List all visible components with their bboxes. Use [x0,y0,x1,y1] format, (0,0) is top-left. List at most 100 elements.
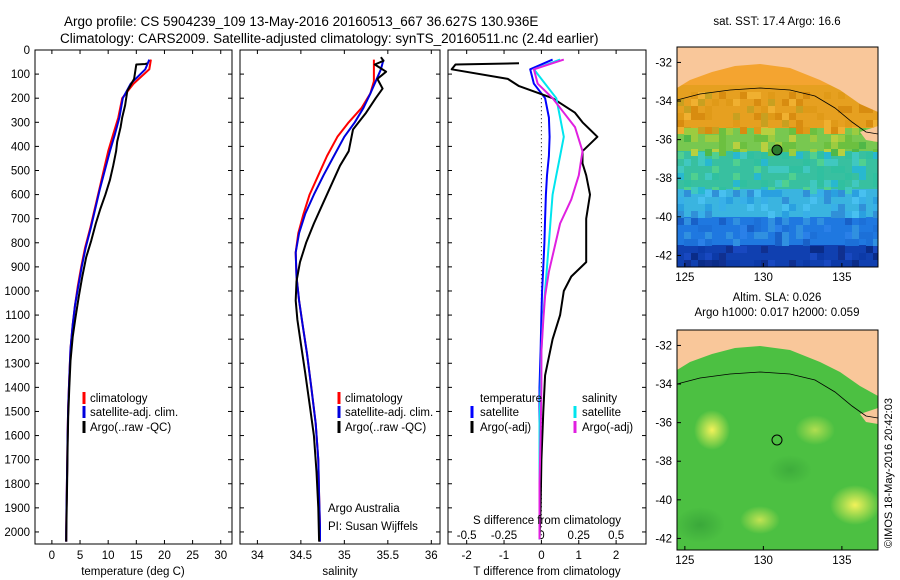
map-y-tick-label: -32 [655,340,672,352]
sst-pixel [789,92,796,99]
sst-map: sat. SST: 17.4 Argo: 16.6 125 130 135 -32 -3… [655,16,879,284]
sst-pixel [838,127,845,134]
sst-pixel [831,120,838,127]
sst-pixel [810,128,817,135]
sst-pixel [691,173,698,180]
sst-pixel [684,232,691,239]
sst-pixel [838,253,845,260]
sst-pixel [782,204,789,211]
sst-pixel [754,135,761,142]
sst-pixel [677,99,684,106]
sst-pixel [803,127,810,134]
sst-pixel [845,142,852,149]
map-y-tick-label: -42 [655,533,672,545]
sst-pixel [733,159,740,166]
sst-pixel [768,92,775,99]
sst-pixel [698,152,705,159]
sst-pixel [782,152,789,159]
sst-pixel [845,232,852,239]
sst-pixel [761,120,768,127]
map-x-tick-label: 130 [754,555,773,567]
x-tick-label: 20 [158,550,171,562]
sst-pixel [677,197,684,204]
sst-pixel [705,135,712,142]
sst-pixel [712,166,719,173]
sst-pixel [796,120,803,127]
sst-pixel [719,190,726,197]
xlabel-s-difference: S difference from climatology [473,515,621,527]
sst-pixel [719,92,726,99]
sst-pixel [705,225,712,232]
sst-pixel [733,180,740,187]
sst-pixel [838,106,845,113]
x-tick-label: 1 [576,550,582,562]
sst-pixel [782,232,789,239]
sst-pixel [754,232,761,239]
land-tasmania [860,126,878,142]
sst-pixel [698,113,705,120]
salinity-plot: 34 34.5 35 35.5 36 [240,49,440,562]
sla-map-frame [676,329,879,551]
sst-pixel [796,225,803,232]
sst-pixel [796,152,803,159]
sst-pixel [831,166,838,173]
sst-pixel [768,211,775,218]
y-tick-label: 600 [11,190,30,202]
sst-pixel [768,99,775,106]
map-y-tick-label: -36 [655,135,672,147]
sst-pixel [824,225,831,232]
sst-pixel [831,260,838,267]
sst-pixel [859,232,866,239]
sst-pixel [691,253,698,260]
sst-pixel [719,149,726,156]
x2-tick-label: -0.25 [491,530,517,542]
sst-pixel [754,166,761,173]
sst-pixel [810,152,817,159]
sst-pixel [684,190,691,197]
sst-pixel [747,197,754,204]
sst-pixel [824,190,831,197]
sst-pixel [838,180,845,187]
sst-pixel [719,218,726,225]
sst-pixel [775,239,782,246]
sst-pixel [789,173,796,180]
y-tick-label: 1300 [4,358,30,370]
sst-pixel [831,127,838,134]
y-tick-label: 1900 [4,503,30,515]
sst-pixel [838,166,845,173]
sst-pixel [838,204,845,211]
sst-pixel [754,92,761,99]
sst-pixel [789,113,796,120]
y-tick-label: 1700 [4,455,30,467]
sst-pixel [677,204,684,211]
x-tick-label: 0 [538,550,544,562]
series-line [532,58,565,540]
sst-pixel [705,149,712,156]
sst-pixel [866,106,873,113]
map-y-tick-label: -32 [655,57,672,69]
sst-pixel [768,128,775,135]
sst-pixel [677,120,684,127]
xlabel-temperature: temperature (deg C) [81,566,185,578]
sst-pixel [789,260,796,267]
x2-tick-label: 0 [538,530,544,542]
sst-pixel [726,232,733,239]
sst-pixel [838,135,845,142]
sst-pixel [698,99,705,106]
sst-pixel [817,253,824,260]
sst-pixel [719,135,726,142]
x-tick-label: 35 [338,550,351,562]
sst-pixel [859,218,866,225]
y-tick-label: 1500 [4,406,30,418]
sst-pixel [873,180,878,187]
sst-pixel [747,190,754,197]
sst-map-frame [676,46,879,268]
y-tick-label: 1000 [4,286,30,298]
sst-pixel [740,142,747,149]
sst-pixel [845,211,852,218]
y-tick-label: 1100 [5,310,30,322]
imos-stamp: ©IMOS 18-May-2016 20:42:03 [883,398,895,548]
xlabel-t-difference: T difference from climatology [473,566,620,578]
x-tick-label: 34.5 [290,550,312,562]
sst-pixel [831,135,838,142]
